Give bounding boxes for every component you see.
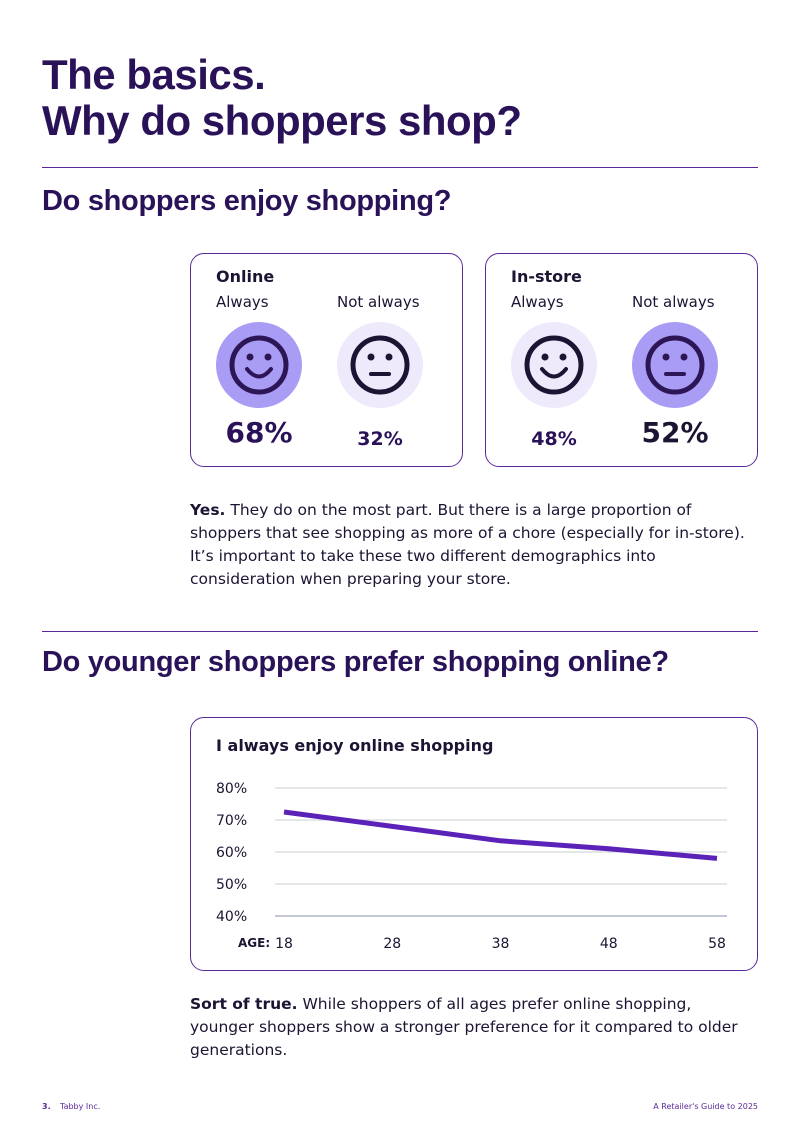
percentage: 48% bbox=[531, 428, 576, 450]
x-tick-label: 48 bbox=[600, 936, 618, 952]
face-bg bbox=[337, 322, 423, 408]
item-label: Not always bbox=[337, 293, 420, 311]
x-tick-label: 38 bbox=[492, 936, 510, 952]
percentage: 32% bbox=[357, 428, 402, 450]
divider bbox=[42, 631, 758, 632]
y-tick-label: 80% bbox=[216, 781, 247, 797]
title-line: Why do shoppers shop? bbox=[42, 97, 522, 144]
chart-card bbox=[190, 717, 758, 971]
eye bbox=[264, 353, 272, 361]
card bbox=[485, 253, 758, 467]
item-label: Not always bbox=[632, 293, 715, 311]
face bbox=[524, 335, 584, 395]
percentage: 52% bbox=[641, 416, 708, 449]
company: Tabby Inc. bbox=[60, 1102, 101, 1111]
face bbox=[350, 335, 410, 395]
chart: I always enjoy online shopping 40% 50% 60% 7… bbox=[216, 736, 727, 952]
x-axis-label: AGE: bbox=[238, 936, 270, 950]
paragraph: Sort of true. While shoppers of all ages… bbox=[190, 993, 760, 1062]
y-tick-label: 40% bbox=[216, 909, 247, 925]
percentage: 68% bbox=[225, 416, 292, 449]
lead: Sort of true. bbox=[190, 995, 298, 1013]
eye bbox=[367, 353, 375, 361]
eye bbox=[680, 353, 688, 361]
page-number: 3. bbox=[42, 1102, 51, 1111]
y-tick-label: 70% bbox=[216, 813, 247, 829]
divider bbox=[42, 167, 758, 168]
face-bg bbox=[216, 322, 302, 408]
doc-title: A Retailer's Guide to 2025 bbox=[653, 1102, 758, 1111]
data-line bbox=[283, 809, 718, 861]
face-bg bbox=[632, 322, 718, 408]
mouth bbox=[540, 367, 568, 379]
eye bbox=[385, 353, 393, 361]
paragraph-text: They do on the most part. But there is a… bbox=[190, 501, 745, 588]
eye bbox=[662, 353, 670, 361]
face bbox=[229, 335, 289, 395]
x-tick-label: 58 bbox=[708, 936, 726, 952]
section-heading: Do shoppers enjoy shopping? bbox=[42, 185, 452, 217]
eye bbox=[559, 353, 567, 361]
y-tick-label: 60% bbox=[216, 845, 247, 861]
title-line: The basics. bbox=[42, 51, 266, 98]
smiley-cards: Online Always 68% Not always 32% In-store Alwa… bbox=[216, 267, 718, 450]
mouth bbox=[245, 367, 273, 379]
eye bbox=[246, 353, 254, 361]
card-title: In-store bbox=[511, 267, 582, 286]
section-heading: Do younger shoppers prefer shopping onli… bbox=[42, 646, 669, 678]
x-tick-label: 18 bbox=[275, 936, 293, 952]
y-tick-label: 50% bbox=[216, 877, 247, 893]
face bbox=[645, 335, 705, 395]
paragraph-text: While shoppers of all ages prefer online… bbox=[190, 995, 738, 1059]
item-label: Always bbox=[216, 293, 269, 311]
lead: Yes. bbox=[190, 501, 226, 519]
face-bg bbox=[511, 322, 597, 408]
x-tick-label: 28 bbox=[383, 936, 401, 952]
paragraph: Yes. They do on the most part. But there… bbox=[190, 499, 760, 591]
card bbox=[190, 253, 463, 467]
chart-title: I always enjoy online shopping bbox=[216, 736, 493, 755]
card-title: Online bbox=[216, 267, 274, 286]
title: The basics. Why do shoppers shop? bbox=[42, 52, 522, 144]
item-label: Always bbox=[511, 293, 564, 311]
eye bbox=[541, 353, 549, 361]
